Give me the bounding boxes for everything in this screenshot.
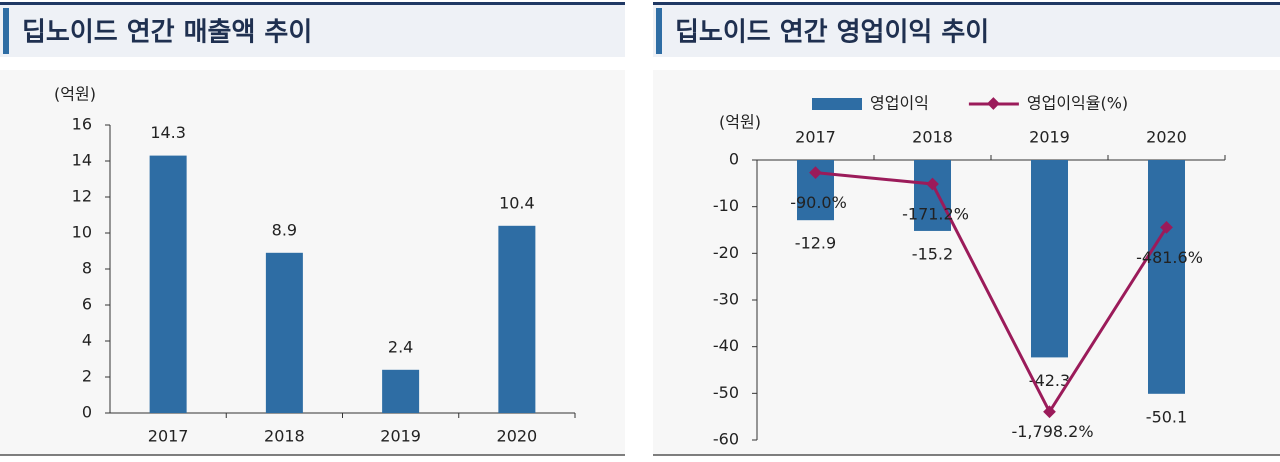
bar bbox=[382, 369, 420, 413]
chart-title: 딥노이드 연간 매출액 추이 bbox=[22, 18, 312, 48]
y-tick-label: 10 bbox=[72, 223, 92, 242]
data-label: -12.9 bbox=[795, 234, 836, 253]
y-tick-label: -30 bbox=[713, 290, 739, 309]
unit-label: (억원) bbox=[719, 113, 761, 132]
data-label: -171.2% bbox=[902, 204, 969, 223]
y-tick-label: 0 bbox=[729, 150, 739, 169]
data-label: -50.1 bbox=[1146, 407, 1187, 426]
bar bbox=[265, 252, 303, 413]
header-bg bbox=[653, 3, 1280, 57]
x-tick-label: 2020 bbox=[497, 427, 538, 446]
y-tick-label: -50 bbox=[713, 383, 739, 402]
x-tick-label: 2017 bbox=[148, 427, 189, 446]
y-tick-label: 8 bbox=[82, 259, 92, 278]
x-tick-label: 2018 bbox=[264, 427, 305, 446]
x-tick-label: 2020 bbox=[1146, 128, 1187, 147]
x-tick-label: 2017 bbox=[795, 128, 836, 147]
x-tick-label: 2019 bbox=[1029, 128, 1070, 147]
data-label: -90.0% bbox=[790, 193, 847, 212]
x-tick-label: 2018 bbox=[912, 128, 953, 147]
y-tick-label: -40 bbox=[713, 336, 739, 355]
legend-label: 영업이익 bbox=[870, 94, 929, 113]
data-label: -1,798.2% bbox=[1011, 422, 1093, 441]
legend-label: 영업이익율(%) bbox=[1027, 94, 1128, 113]
y-tick-label: 6 bbox=[82, 295, 92, 314]
y-tick-label: -60 bbox=[713, 430, 739, 449]
data-label: 10.4 bbox=[499, 193, 535, 212]
data-label: 8.9 bbox=[272, 220, 297, 239]
bar bbox=[914, 160, 951, 231]
data-label: -42.3 bbox=[1029, 371, 1070, 390]
bar bbox=[1148, 160, 1185, 394]
header-bg bbox=[0, 3, 625, 57]
x-tick-label: 2019 bbox=[380, 427, 421, 446]
y-tick-label: 12 bbox=[72, 187, 92, 206]
legend-swatch bbox=[812, 98, 862, 110]
y-tick-label: 4 bbox=[82, 331, 92, 350]
y-tick-label: 0 bbox=[82, 403, 92, 422]
header-stripe bbox=[656, 8, 662, 54]
y-tick-label: 14 bbox=[72, 151, 92, 170]
chart-title: 딥노이드 연간 영업이익 추이 bbox=[675, 18, 989, 48]
header-rule bbox=[0, 2, 625, 5]
y-tick-label: 16 bbox=[72, 115, 92, 134]
data-label: 14.3 bbox=[150, 123, 186, 142]
bar bbox=[1031, 160, 1068, 358]
y-tick-label: -20 bbox=[713, 243, 739, 262]
unit-label: (억원) bbox=[54, 85, 96, 104]
y-tick-label: 2 bbox=[82, 367, 92, 386]
line bbox=[815, 171, 1168, 415]
data-label: -481.6% bbox=[1136, 248, 1203, 267]
bar bbox=[498, 225, 536, 413]
header-rule bbox=[653, 2, 1280, 5]
header-stripe bbox=[3, 8, 9, 54]
bar bbox=[149, 155, 187, 413]
y-tick-label: -10 bbox=[713, 196, 739, 215]
data-label: 2.4 bbox=[388, 337, 413, 356]
data-label: -15.2 bbox=[912, 244, 953, 263]
